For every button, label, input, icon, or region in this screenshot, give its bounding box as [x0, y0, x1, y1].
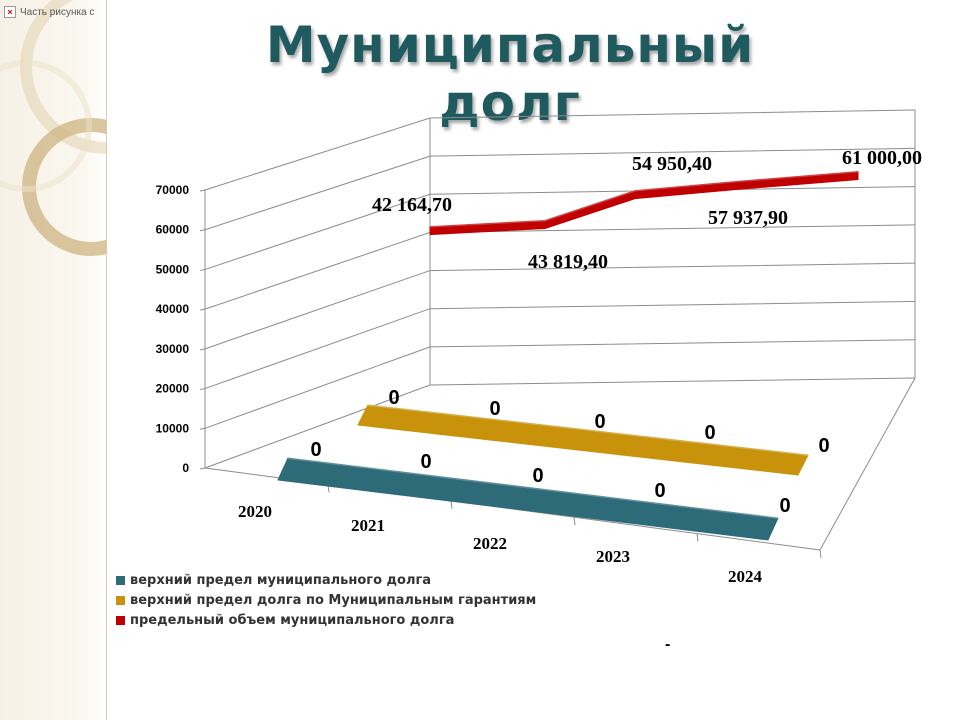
- legend-swatch: [116, 575, 125, 585]
- gridline: [204, 339, 916, 429]
- y-tick-label: 30000: [156, 342, 190, 356]
- legend-item: верхний предел долга по Муниципальным га…: [116, 590, 536, 610]
- legend-swatch: [116, 595, 125, 605]
- y-tick-mark: [199, 189, 206, 192]
- x-tick-label: 2023: [596, 547, 630, 566]
- y-tick-mark: [199, 388, 206, 391]
- broken-image-placeholder: × Часть рисунка с: [4, 4, 104, 20]
- data-label: 57 937,90: [708, 207, 788, 229]
- data-label: 0: [532, 465, 543, 487]
- x-tick-label: 2024: [728, 567, 763, 586]
- data-label: 0: [594, 411, 605, 433]
- series-ribbon-2: [429, 170, 859, 236]
- legend-label: верхний предел долга по Муниципальным га…: [130, 592, 537, 608]
- legend-item: предельный объем муниципального долга: [116, 610, 536, 630]
- data-label: 0: [818, 435, 829, 457]
- data-label: 0: [310, 439, 321, 461]
- y-tick-mark: [199, 229, 206, 232]
- broken-image-icon: ×: [4, 6, 16, 18]
- y-tick-label: 20000: [156, 382, 190, 396]
- series-ribbon-edge-0: [287, 457, 779, 519]
- series-ribbon-1: [357, 404, 809, 476]
- y-tick-mark: [199, 268, 206, 271]
- x-tick-label: 2021: [351, 516, 385, 535]
- x-tick-label: 2020: [238, 502, 272, 521]
- data-label: 0: [704, 422, 715, 444]
- data-label: 42 164,70: [372, 194, 452, 216]
- slide-sidebar: × Часть рисунка с: [0, 0, 107, 720]
- legend-item: верхний предел муниципального долга: [116, 570, 536, 590]
- legend-swatch: [116, 615, 125, 625]
- gridline: [204, 262, 916, 350]
- legend-label: предельный объем муниципального долга: [130, 612, 455, 628]
- chart-legend: верхний предел муниципального долга верхн…: [116, 570, 536, 630]
- y-tick-label: 0: [182, 461, 189, 475]
- data-label: 0: [489, 398, 500, 420]
- y-tick-mark: [199, 467, 206, 470]
- y-tick-label: 50000: [156, 262, 190, 276]
- page-title: Муниципальный долг: [265, 16, 755, 132]
- x-tick-mark: [819, 549, 822, 559]
- broken-image-label: Часть рисунка с: [20, 6, 95, 18]
- floor-right-edge: [819, 377, 916, 551]
- series-ribbon-edge-2: [429, 170, 859, 228]
- series-ribbon-0: [277, 457, 779, 541]
- y-tick-label: 10000: [156, 421, 190, 435]
- data-label: 54 950,40: [632, 153, 712, 175]
- y-tick-mark: [199, 348, 206, 351]
- x-tick-mark: [573, 517, 576, 526]
- y-tick-mark: [199, 427, 206, 430]
- data-label: 0: [779, 495, 790, 517]
- y-tick-mark: [199, 308, 206, 311]
- x-tick-label: 2022: [473, 534, 507, 553]
- x-tick-mark: [696, 533, 699, 542]
- data-label: 43 819,40: [528, 251, 608, 273]
- legend-label: верхний предел муниципального долга: [130, 572, 432, 588]
- data-label: 61 000,00: [842, 147, 922, 169]
- series-ribbon-edge-1: [367, 404, 809, 456]
- y-tick-label: 60000: [156, 223, 190, 237]
- y-tick-label: 40000: [156, 302, 190, 316]
- x-tick-mark: [450, 500, 453, 509]
- footer-dash: -: [665, 636, 671, 653]
- data-label: 0: [654, 480, 665, 502]
- y-tick-label: 70000: [156, 183, 190, 197]
- data-label: 0: [420, 451, 431, 473]
- data-label: 0: [388, 387, 399, 409]
